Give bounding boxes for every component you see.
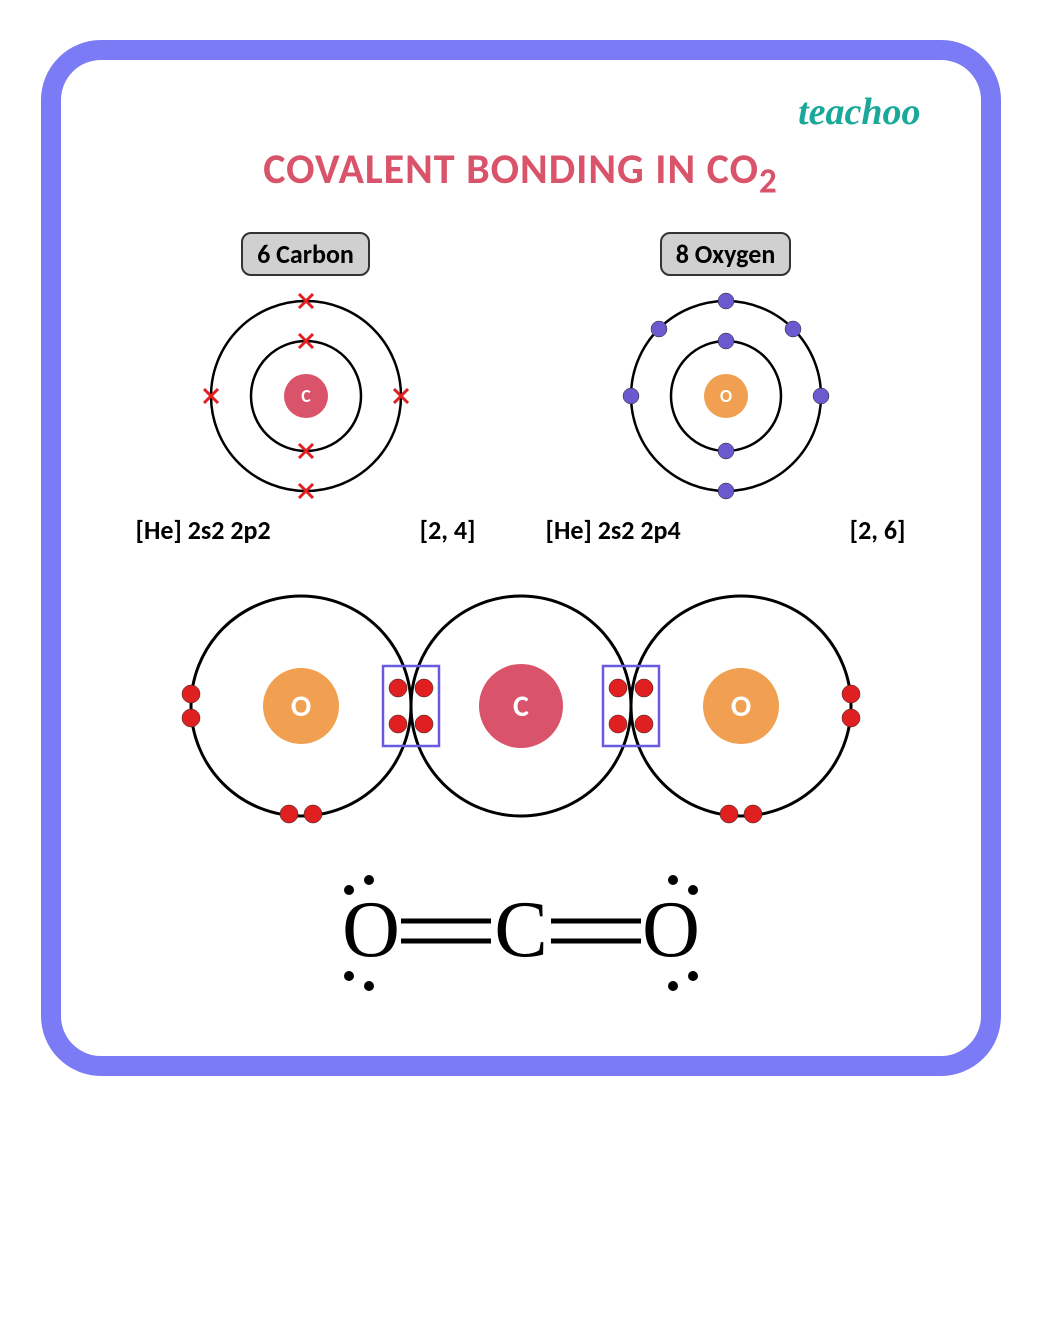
oxygen-diagram: O bbox=[596, 286, 856, 506]
card: teachoo COVALENT BONDING IN CO2 6 Carbon… bbox=[41, 40, 1001, 1076]
oxygen-label: 8 Oxygen bbox=[660, 232, 792, 276]
svg-text:O: O bbox=[290, 688, 310, 725]
oxygen-config: [He] 2s2 2p4 [2, 6] bbox=[546, 514, 906, 546]
svg-text:C: C bbox=[494, 886, 547, 974]
carbon-block: 6 Carbon C [He] 2s2 2p2 [2, 4] bbox=[136, 232, 476, 546]
brand-logo: teachoo bbox=[101, 90, 921, 134]
title-sub: 2 bbox=[759, 160, 778, 202]
carbon-diagram: C bbox=[176, 286, 436, 506]
svg-text:O: O bbox=[730, 688, 750, 725]
svg-text:O: O bbox=[342, 886, 400, 974]
svg-text:C: C bbox=[301, 385, 311, 407]
title-main: COVALENT BONDING IN CO bbox=[263, 144, 759, 195]
oxygen-config-left: [He] 2s2 2p4 bbox=[546, 514, 681, 546]
atoms-row: 6 Carbon C [He] 2s2 2p2 [2, 4] 8 Oxygen … bbox=[101, 232, 941, 546]
carbon-config: [He] 2s2 2p2 [2, 4] bbox=[136, 514, 476, 546]
carbon-label: 6 Carbon bbox=[241, 232, 370, 276]
carbon-config-left: [He] 2s2 2p2 bbox=[136, 514, 271, 546]
svg-text:O: O bbox=[642, 886, 700, 974]
page-title: COVALENT BONDING IN CO2 bbox=[101, 144, 941, 202]
oxygen-block: 8 Oxygen O [He] 2s2 2p4 [2, 6] bbox=[546, 232, 906, 546]
bond-diagram: OCO bbox=[101, 576, 941, 836]
lewis-structure: OCO bbox=[101, 866, 941, 1016]
oxygen-config-right: [2, 6] bbox=[850, 514, 906, 546]
svg-text:C: C bbox=[513, 688, 529, 725]
carbon-config-right: [2, 4] bbox=[420, 514, 476, 546]
svg-text:O: O bbox=[719, 385, 731, 407]
